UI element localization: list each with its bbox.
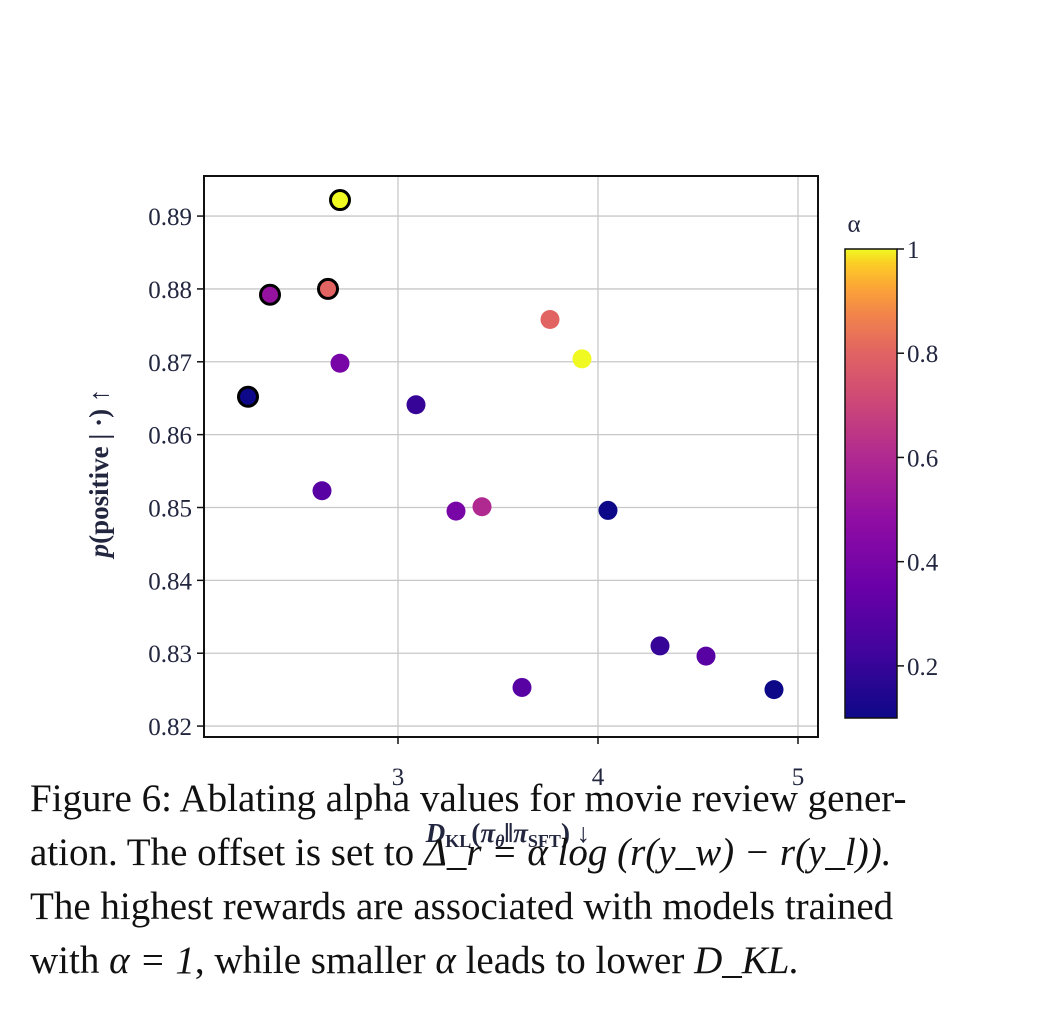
data-point [540,310,560,330]
x-axis-title-close: ) ↓ [561,818,590,848]
x-axis-title-pi2: π [513,818,529,848]
highlighted-data-point [259,283,281,306]
colorbar-tick-label: 1 [907,237,920,264]
caption-dkl: D_KL. [694,939,800,982]
plot-frame [203,175,819,738]
caption-line-4: with α = 1, while smaller α leads to low… [30,934,1030,988]
y-axis-title: p(positive | ·) ↑ [84,389,114,560]
data-point [598,500,618,520]
data-point [472,497,492,517]
colorbar-tick-label: 0.4 [907,550,939,577]
caption-line-3: The highest rewards are associated with … [30,885,894,928]
x-axis-ticks: 3 4 5 [392,737,805,791]
y-tick-label: 0.83 [148,641,192,668]
data-point [764,680,784,700]
data-point [330,353,350,373]
data-point [406,395,426,415]
data-point [512,677,532,697]
caption-alpha-equals-one: α = 1 [109,939,195,982]
y-tick-label: 0.82 [148,714,192,741]
y-tick-label: 0.87 [148,350,192,377]
y-axis-ticks: 0.82 0.83 0.84 0.85 0.86 0.87 0.88 0.89 [148,204,204,741]
x-axis-title: DKL(πθ‖πSFT) ↓ [425,818,590,851]
x-axis-title-open: ( [471,818,480,848]
caption-line-4-b: , while smaller [194,939,436,982]
figure-caption: Figure 6: Ablating alpha values for movi… [30,772,1030,988]
data-point [696,646,716,666]
caption-offset-formula: Δ_r = α log (r(y_w) − r(y_l)). [423,831,892,874]
caption-line-4-a: with [30,939,110,982]
y-axis-title-rest: (positive | ·) ↑ [84,389,114,544]
y-tick-label: 0.88 [148,277,192,304]
x-tick-label: 5 [792,764,805,791]
y-axis-title-p: p [84,544,114,560]
y-tick-label: 0.86 [148,423,192,450]
x-axis-title-sft: SFT [528,831,561,851]
colorbar-title: α [847,211,860,238]
caption-line-1: Figure 6: Ablating alpha values for movi… [30,777,907,820]
data-point [446,501,466,521]
x-axis-title-mid: ‖ [504,818,513,848]
data-point [650,636,670,656]
caption-line-4-c: leads to lower [455,939,695,982]
x-tick-label: 3 [392,764,405,791]
colorbar-tick-label: 0.6 [907,445,938,472]
data-point [572,349,592,369]
x-tick-label: 4 [592,764,605,791]
y-tick-label: 0.85 [148,496,192,523]
x-axis-title-kl: KL [445,831,471,851]
highlighted-data-point [317,277,339,300]
x-axis-title-d: D [425,818,446,848]
x-axis-title-pi1: π [480,818,496,848]
grid-lines [204,176,818,737]
caption-alpha: α [435,939,456,982]
colorbar-ticks: 0.2 0.4 0.6 0.8 1 [897,237,939,681]
colorbar-tick-label: 0.2 [907,654,938,681]
y-tick-label: 0.84 [148,568,192,595]
highlighted-data-point [329,189,351,212]
data-point [312,481,332,501]
colorbar [844,248,898,719]
highlighted-data-point [237,385,259,408]
data-points [237,189,784,700]
colorbar-tick-label: 0.8 [907,341,938,368]
caption-line-2: ation. The offset is set to Δ_r = α log … [30,826,1030,880]
x-axis-title-theta: θ [495,831,505,851]
y-tick-label: 0.89 [148,204,192,231]
caption-line-2-text: ation. The offset is set to [30,831,424,874]
